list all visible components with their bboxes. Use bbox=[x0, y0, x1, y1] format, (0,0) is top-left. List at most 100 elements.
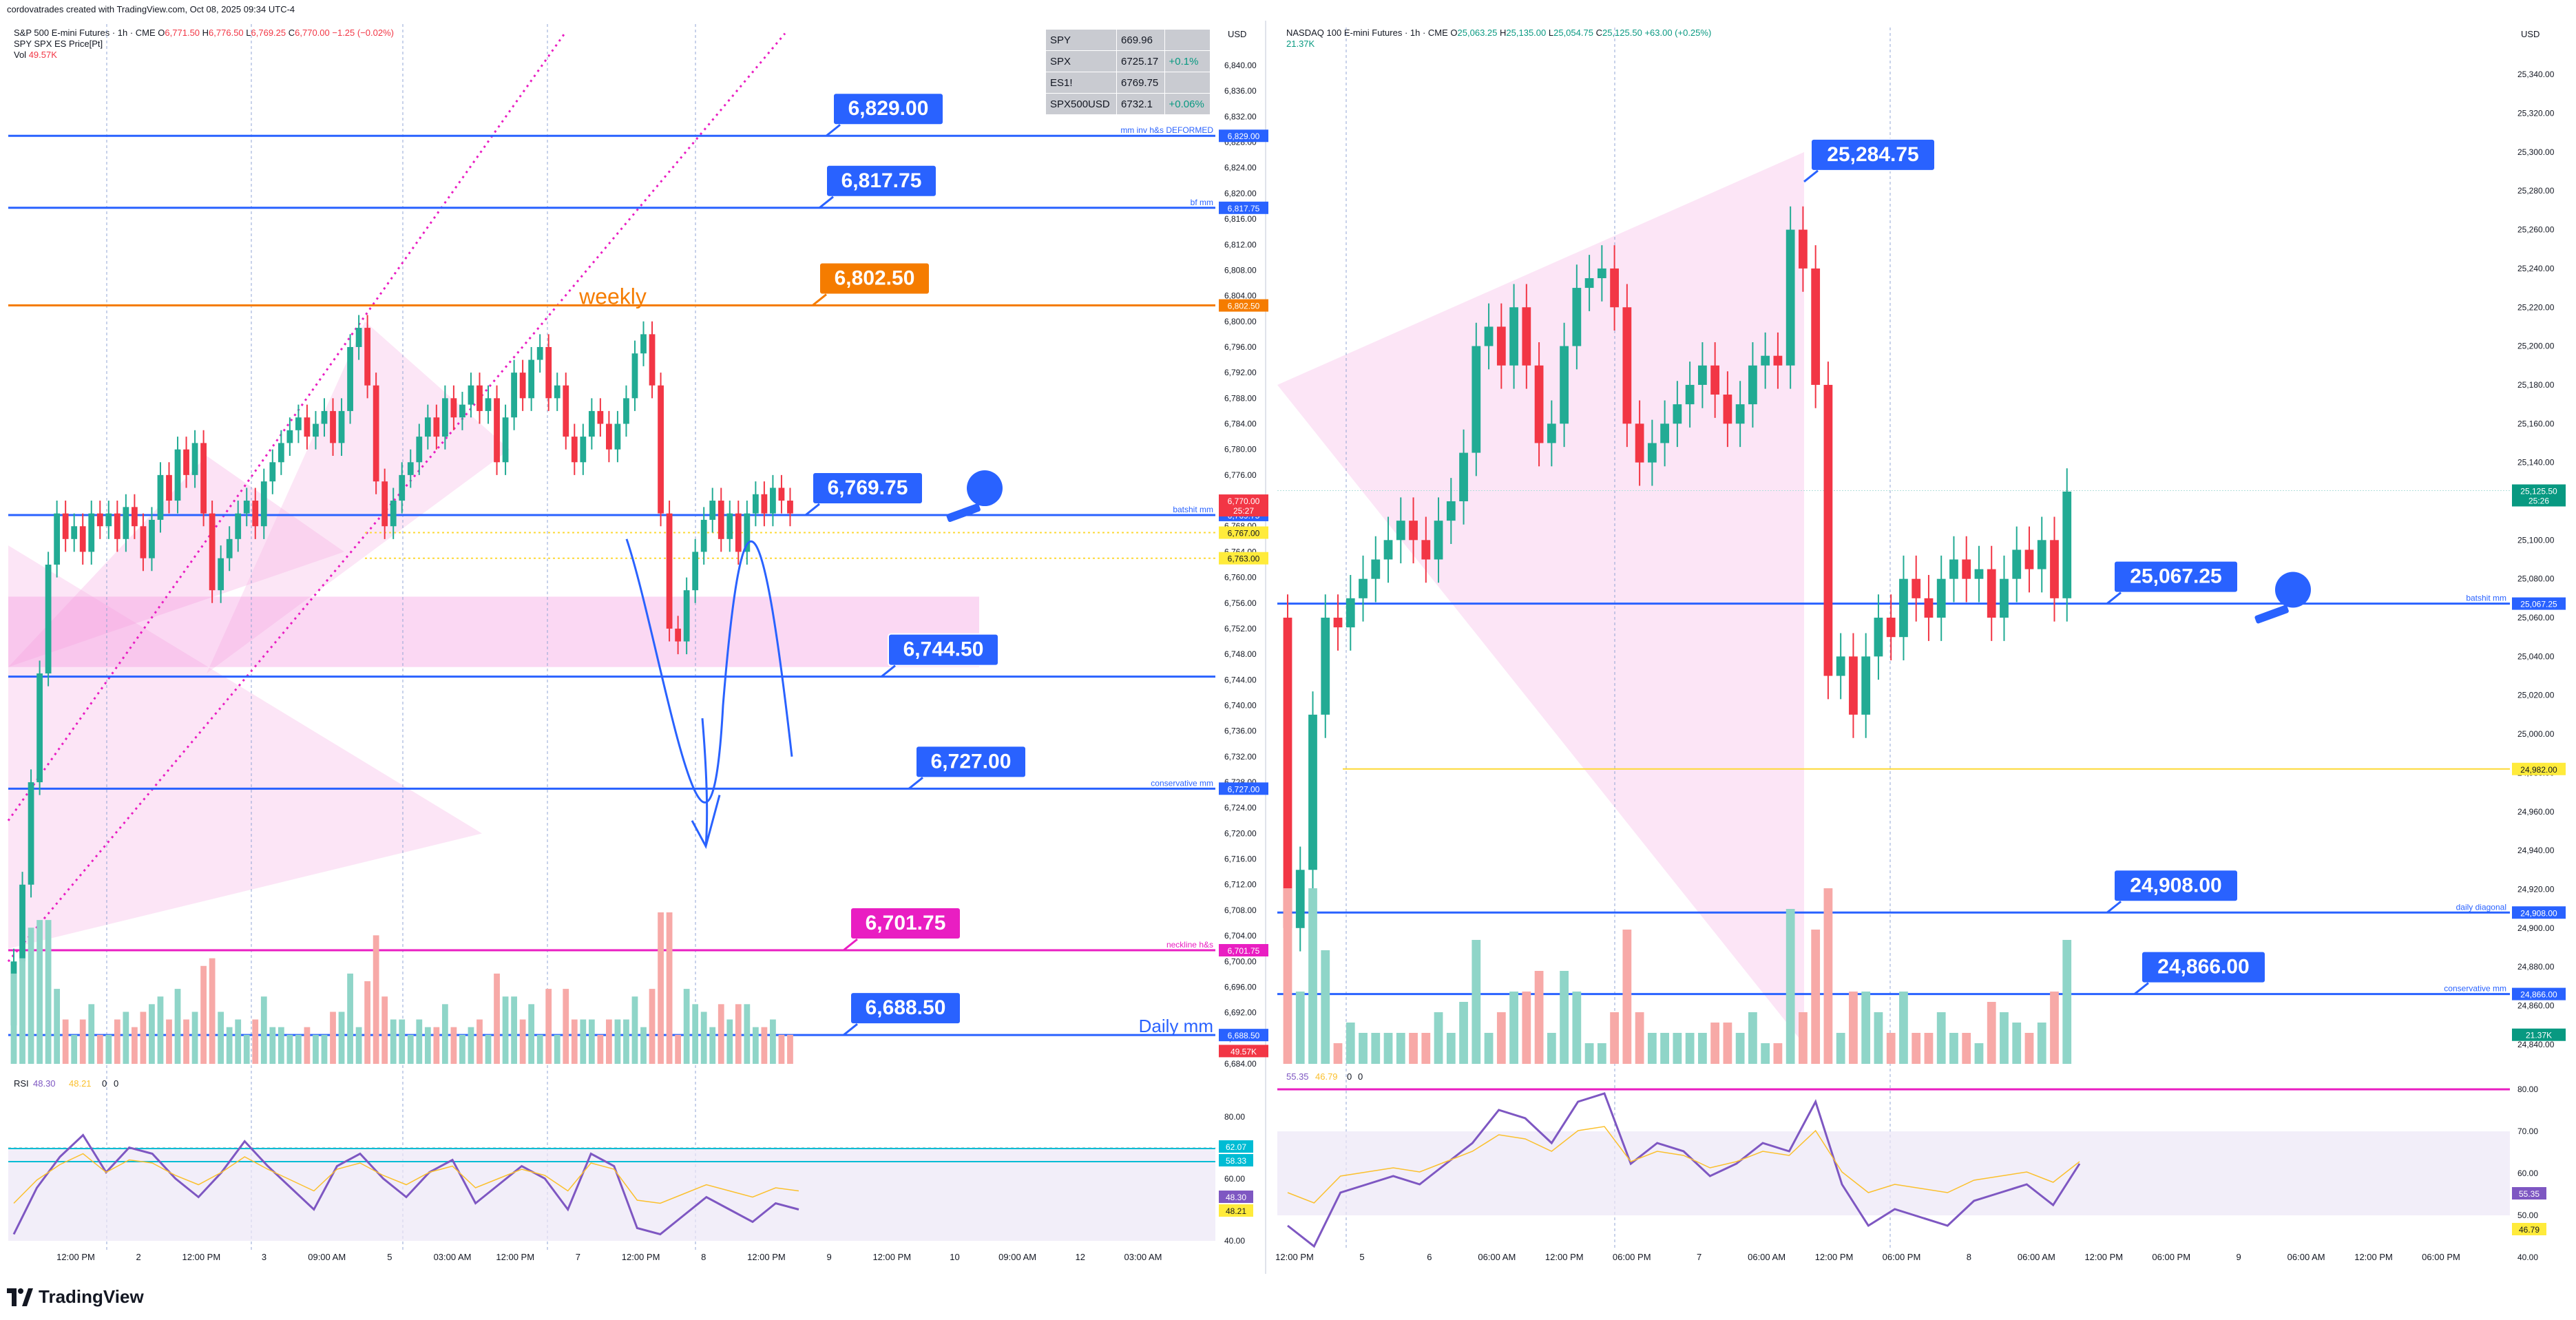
rsi-label[interactable]: RSI bbox=[14, 1078, 29, 1089]
time-tick[interactable]: 12:00 PM bbox=[622, 1252, 660, 1262]
price-tick[interactable]: 6,840.00 bbox=[1224, 61, 1257, 70]
time-tick[interactable]: 12:00 PM bbox=[182, 1252, 221, 1262]
level-callout[interactable] bbox=[915, 745, 1027, 779]
price-tick[interactable]: 6,740.00 bbox=[1224, 700, 1257, 710]
watchlist-row[interactable]: SPX500USD 6732.1 +0.06% bbox=[1045, 93, 1211, 115]
level-callout-label[interactable]: 6,802.50 bbox=[835, 267, 915, 290]
price-tick[interactable]: 24,960.00 bbox=[2517, 807, 2555, 817]
price-tick[interactable]: 25,080.00 bbox=[2517, 574, 2555, 584]
price-tick[interactable]: 25,100.00 bbox=[2517, 535, 2555, 545]
time-tick[interactable]: 7 bbox=[1697, 1252, 1701, 1262]
rsi-tick[interactable]: 60.00 bbox=[1224, 1174, 1245, 1184]
price-tick[interactable]: 6,808.00 bbox=[1224, 265, 1257, 275]
time-tick[interactable]: 10 bbox=[950, 1252, 959, 1262]
price-tick[interactable]: 25,060.00 bbox=[2517, 613, 2555, 622]
price-tick[interactable]: 25,260.00 bbox=[2517, 225, 2555, 235]
price-tick[interactable]: 25,320.00 bbox=[2517, 109, 2555, 118]
price-tick[interactable]: 6,832.00 bbox=[1224, 112, 1257, 121]
time-tick[interactable]: 03:00 AM bbox=[1124, 1252, 1162, 1262]
price-tick[interactable]: 25,220.00 bbox=[2517, 302, 2555, 312]
right-symbol[interactable]: NASDAQ 100 E-mini Futures · 1h · CME bbox=[1286, 28, 1448, 38]
price-tick[interactable]: 6,708.00 bbox=[1224, 905, 1257, 915]
level-callout[interactable] bbox=[826, 164, 937, 198]
time-tick[interactable]: 2 bbox=[136, 1252, 141, 1262]
rsi-tick[interactable]: 80.00 bbox=[2517, 1085, 2538, 1094]
price-tick[interactable]: 6,780.00 bbox=[1224, 445, 1257, 454]
time-tick[interactable]: 9 bbox=[827, 1252, 832, 1262]
watchlist-row[interactable]: ES1! 6769.75 bbox=[1045, 72, 1211, 94]
time-tick[interactable]: 12:00 PM bbox=[2354, 1252, 2393, 1262]
price-tick[interactable]: 25,240.00 bbox=[2517, 264, 2555, 273]
price-tick[interactable]: 6,784.00 bbox=[1224, 419, 1257, 429]
level-callout-label[interactable]: 6,769.75 bbox=[828, 476, 908, 499]
price-tick[interactable]: 6,684.00 bbox=[1224, 1059, 1257, 1069]
price-tick[interactable]: 6,700.00 bbox=[1224, 956, 1257, 966]
time-tick[interactable]: 5 bbox=[1359, 1252, 1364, 1262]
time-tick[interactable]: 12:00 PM bbox=[1545, 1252, 1584, 1262]
level-callout-label[interactable]: 6,829.00 bbox=[848, 97, 929, 120]
level-callout-label[interactable]: 6,688.50 bbox=[866, 996, 946, 1019]
left-currency[interactable]: USD bbox=[1228, 29, 1247, 39]
price-tick[interactable]: 6,752.00 bbox=[1224, 624, 1257, 633]
price-tick[interactable]: 6,820.00 bbox=[1224, 189, 1257, 198]
rsi-tick[interactable]: 40.00 bbox=[1224, 1236, 1245, 1246]
time-tick[interactable]: 09:00 AM bbox=[308, 1252, 346, 1262]
time-tick[interactable]: 12:00 PM bbox=[1815, 1252, 1854, 1262]
price-tick[interactable]: 6,776.00 bbox=[1224, 470, 1257, 480]
time-tick[interactable]: 06:00 AM bbox=[1478, 1252, 1516, 1262]
price-tick[interactable]: 6,756.00 bbox=[1224, 598, 1257, 608]
left-overlay-legend[interactable]: SPY SPX ES Price[Pt] bbox=[14, 39, 103, 49]
rsi-tick[interactable]: 50.00 bbox=[2517, 1211, 2538, 1220]
price-tick[interactable]: 6,732.00 bbox=[1224, 752, 1257, 762]
price-tick[interactable]: 6,716.00 bbox=[1224, 855, 1257, 864]
level-callout-label[interactable]: 6,701.75 bbox=[866, 912, 946, 934]
level-callout[interactable] bbox=[812, 471, 923, 505]
watchlist-row[interactable]: SPX 6725.17 +0.1% bbox=[1045, 50, 1211, 72]
price-tick[interactable]: 25,300.00 bbox=[2517, 147, 2555, 157]
price-tick[interactable]: 6,748.00 bbox=[1224, 649, 1257, 659]
level-callout[interactable] bbox=[850, 992, 961, 1025]
level-callout-label[interactable]: 24,866.00 bbox=[2157, 956, 2249, 978]
rsi-tick[interactable]: 80.00 bbox=[1224, 1112, 1245, 1122]
price-tick[interactable]: 6,760.00 bbox=[1224, 573, 1257, 583]
rsi-tick[interactable]: 40.00 bbox=[2517, 1253, 2538, 1262]
price-tick[interactable]: 6,724.00 bbox=[1224, 803, 1257, 813]
time-tick[interactable]: 06:00 AM bbox=[2018, 1252, 2055, 1262]
price-tick[interactable]: 6,804.00 bbox=[1224, 291, 1257, 301]
price-tick[interactable]: 6,836.00 bbox=[1224, 86, 1257, 96]
price-tick[interactable]: 6,696.00 bbox=[1224, 982, 1257, 992]
rsi-tick[interactable]: 60.00 bbox=[2517, 1169, 2538, 1178]
price-tick[interactable]: 25,180.00 bbox=[2517, 380, 2555, 390]
price-tick[interactable]: 6,816.00 bbox=[1224, 214, 1257, 224]
price-tick[interactable]: 6,736.00 bbox=[1224, 726, 1257, 736]
time-tick[interactable]: 06:00 PM bbox=[2422, 1252, 2460, 1262]
level-callout[interactable] bbox=[850, 907, 961, 941]
price-tick[interactable]: 6,692.00 bbox=[1224, 1008, 1257, 1018]
level-callout-label[interactable]: 24,908.00 bbox=[2130, 874, 2221, 897]
time-tick[interactable]: 6 bbox=[1427, 1252, 1432, 1262]
price-tick[interactable]: 25,040.00 bbox=[2517, 651, 2555, 661]
time-tick[interactable]: 06:00 PM bbox=[2152, 1252, 2190, 1262]
level-callout[interactable] bbox=[2141, 950, 2266, 984]
time-tick[interactable]: 5 bbox=[387, 1252, 392, 1262]
time-tick[interactable]: 06:00 AM bbox=[1748, 1252, 1786, 1262]
time-tick[interactable]: 9 bbox=[2237, 1252, 2241, 1262]
time-tick[interactable]: 12:00 PM bbox=[2084, 1252, 2123, 1262]
time-tick[interactable]: 8 bbox=[701, 1252, 706, 1262]
time-tick[interactable]: 12:00 PM bbox=[56, 1252, 95, 1262]
price-tick[interactable]: 6,712.00 bbox=[1224, 880, 1257, 890]
time-tick[interactable]: 12 bbox=[1076, 1252, 1085, 1262]
time-tick[interactable]: 7 bbox=[576, 1252, 580, 1262]
price-tick[interactable]: 6,792.00 bbox=[1224, 368, 1257, 377]
price-tick[interactable]: 24,940.00 bbox=[2517, 846, 2555, 855]
time-tick[interactable]: 8 bbox=[1967, 1252, 1971, 1262]
price-tick[interactable]: 25,140.00 bbox=[2517, 458, 2555, 468]
key-icon[interactable] bbox=[2275, 572, 2311, 608]
level-callout-label[interactable]: 25,284.75 bbox=[1827, 143, 1918, 166]
time-tick[interactable]: 12:00 PM bbox=[747, 1252, 786, 1262]
rsi-tick[interactable]: 70.00 bbox=[2517, 1127, 2538, 1136]
level-callout[interactable] bbox=[819, 262, 930, 295]
price-tick[interactable]: 25,200.00 bbox=[2517, 342, 2555, 351]
level-callout-label[interactable]: 6,817.75 bbox=[841, 169, 922, 192]
price-tick[interactable]: 25,280.00 bbox=[2517, 186, 2555, 196]
